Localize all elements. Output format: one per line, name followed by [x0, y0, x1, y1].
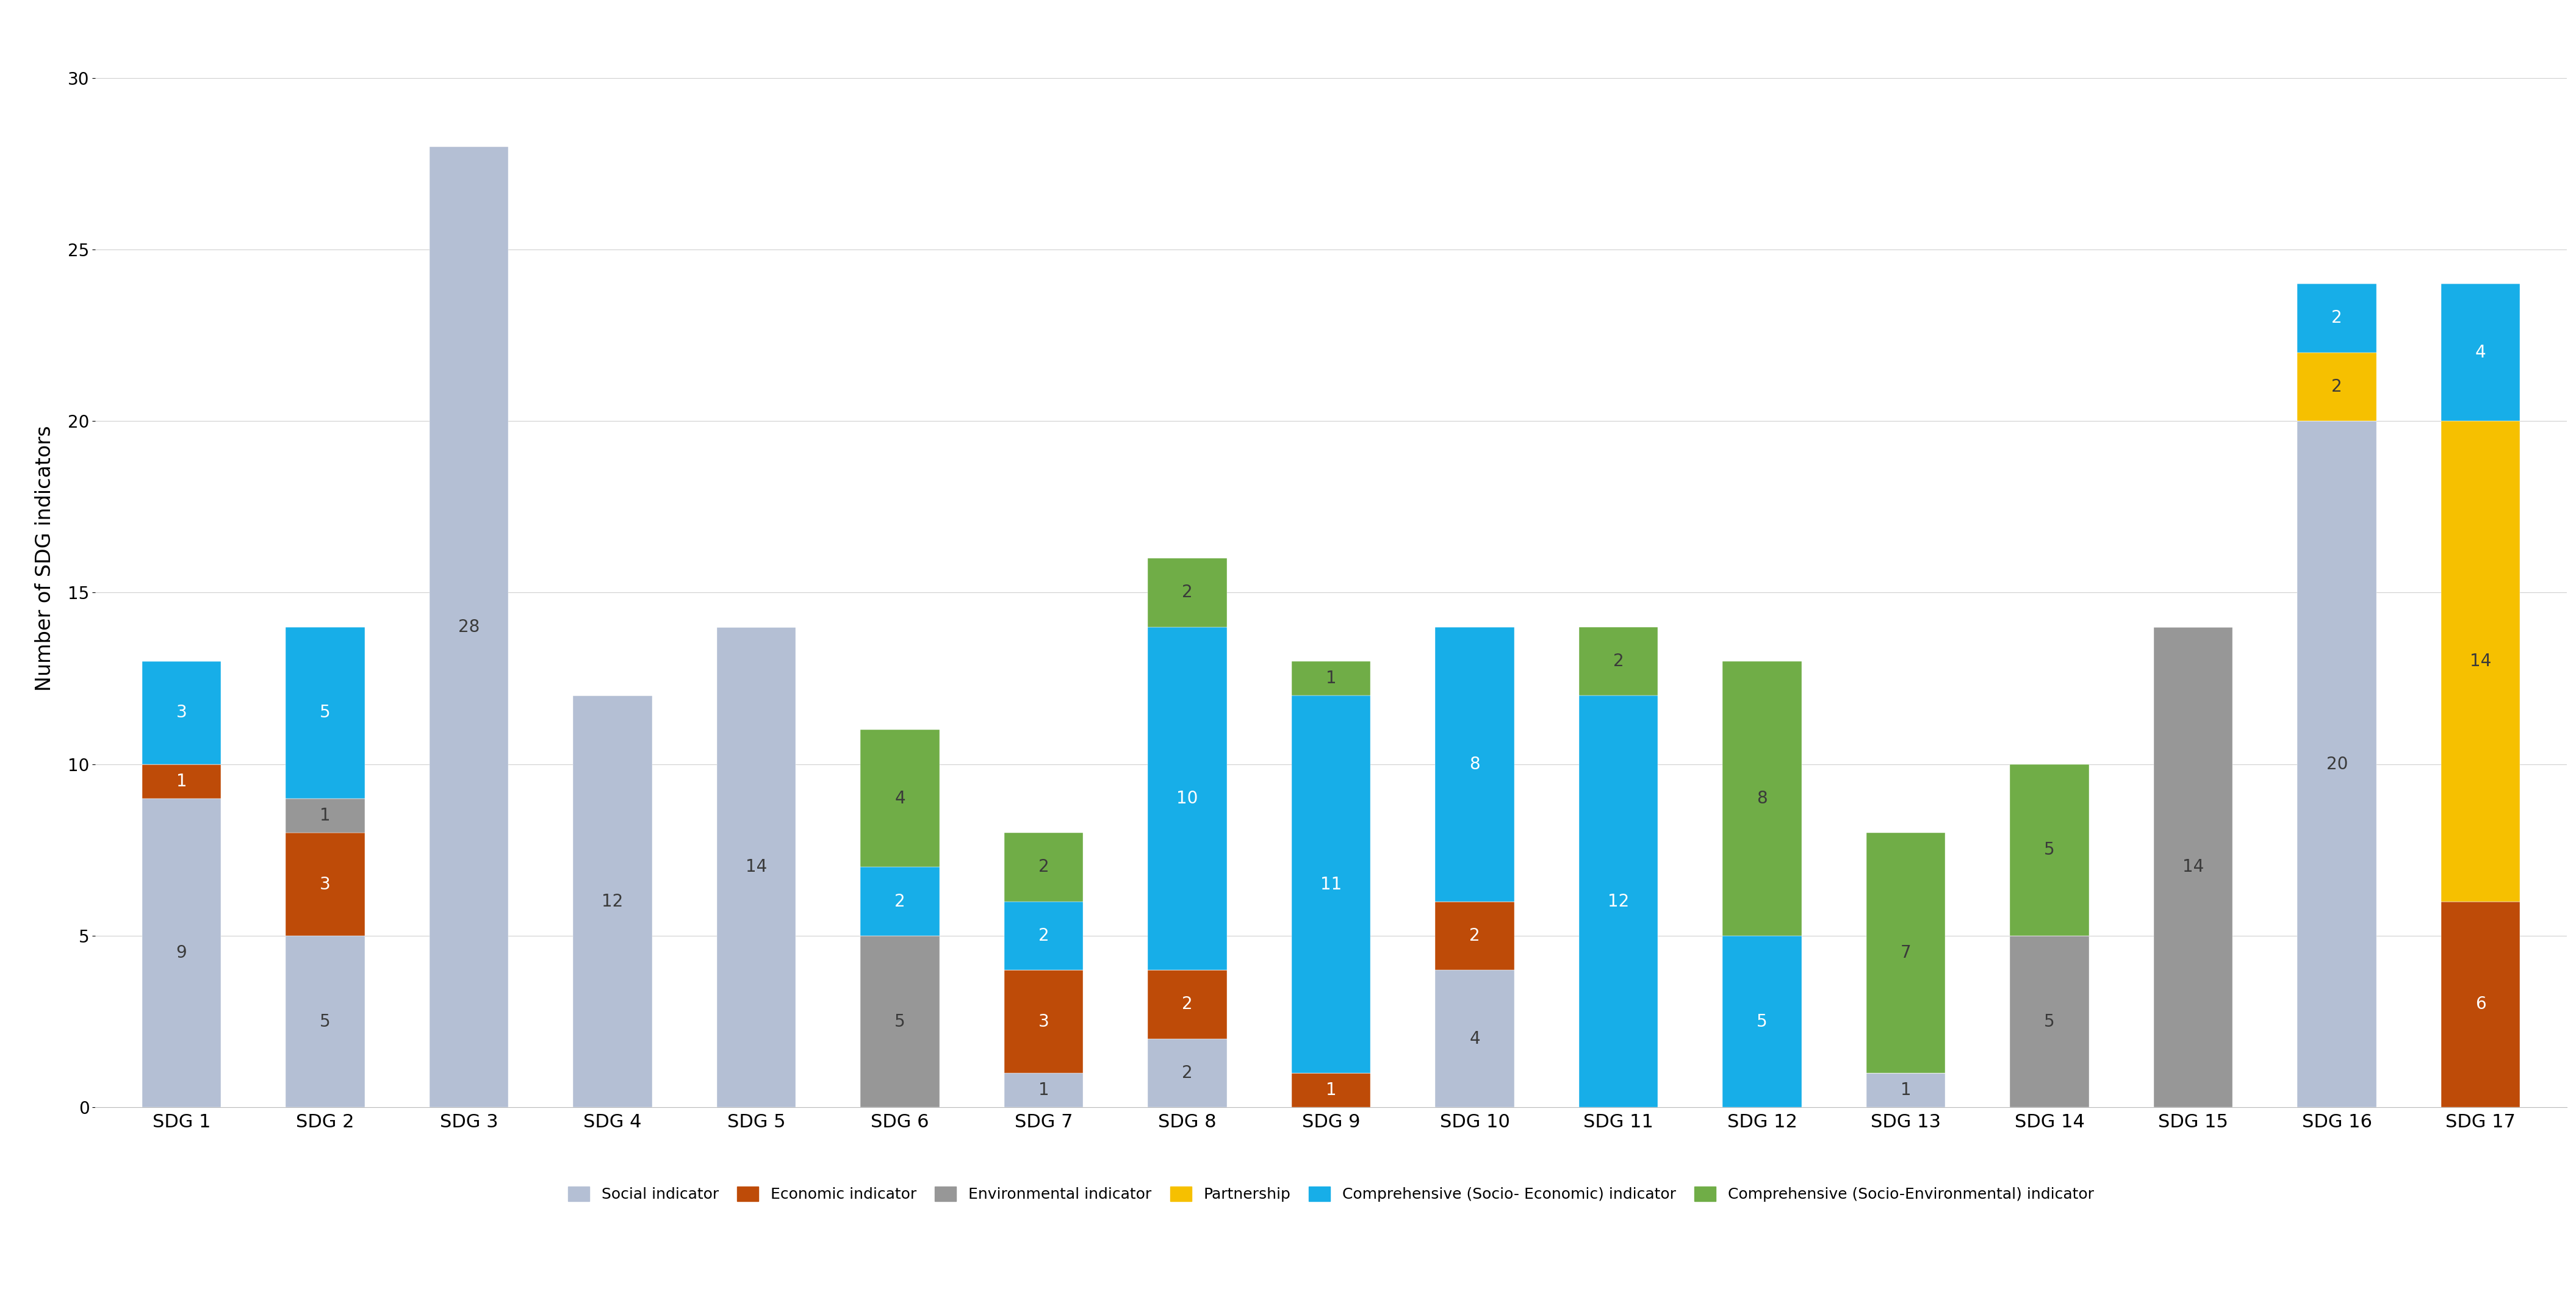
Bar [1005, 1072, 1084, 1108]
Bar [2442, 421, 2519, 901]
Bar [1005, 833, 1084, 901]
Text: 1: 1 [1901, 1082, 1911, 1098]
Bar [1291, 696, 1370, 1072]
Text: 7: 7 [1901, 944, 1911, 962]
Bar [2442, 283, 2519, 421]
Bar [1723, 936, 1801, 1108]
Bar [1868, 833, 1945, 1072]
Bar [860, 729, 940, 867]
Bar [1868, 1072, 1945, 1108]
Text: 14: 14 [2470, 653, 2491, 670]
Text: 5: 5 [319, 1013, 330, 1030]
Text: 1: 1 [175, 772, 188, 790]
Legend: Social indicator, Economic indicator, Environmental indicator, Partnership, Comp: Social indicator, Economic indicator, En… [562, 1179, 2102, 1209]
Text: 4: 4 [2476, 343, 2486, 361]
Bar [1005, 901, 1084, 970]
Text: 2: 2 [1182, 996, 1193, 1013]
Bar [142, 764, 222, 798]
Bar [1291, 1072, 1370, 1108]
Text: 6: 6 [2476, 996, 2486, 1013]
Bar [1149, 627, 1226, 970]
Bar [286, 798, 366, 833]
Text: 3: 3 [1038, 1013, 1048, 1030]
Bar [2154, 627, 2233, 1108]
Text: 14: 14 [2182, 858, 2205, 876]
Text: 2: 2 [1182, 584, 1193, 601]
Text: 20: 20 [2326, 755, 2347, 772]
Bar [1149, 1039, 1226, 1108]
Bar [1435, 627, 1515, 901]
Text: 5: 5 [894, 1013, 904, 1030]
Bar [2442, 901, 2519, 1108]
Bar [286, 833, 366, 936]
Bar [430, 147, 507, 1108]
Bar [1005, 970, 1084, 1072]
Text: 10: 10 [1177, 790, 1198, 807]
Text: 11: 11 [1321, 876, 1342, 893]
Bar [716, 627, 796, 1108]
Text: 2: 2 [1182, 1065, 1193, 1082]
Bar [1723, 662, 1801, 936]
Text: 12: 12 [603, 893, 623, 910]
Bar [286, 627, 366, 798]
Text: 4: 4 [1468, 1030, 1481, 1048]
Bar [2298, 421, 2378, 1108]
Bar [142, 798, 222, 1108]
Text: 5: 5 [2045, 1013, 2056, 1030]
Bar [142, 662, 222, 764]
Text: 9: 9 [175, 944, 188, 962]
Text: 5: 5 [1757, 1013, 1767, 1030]
Text: 12: 12 [1607, 893, 1628, 910]
Text: 2: 2 [2331, 378, 2342, 395]
Text: 14: 14 [744, 858, 768, 876]
Text: 2: 2 [1468, 927, 1481, 944]
Bar [1435, 901, 1515, 970]
Text: 3: 3 [319, 876, 330, 893]
Text: 2: 2 [2331, 309, 2342, 326]
Bar [1149, 970, 1226, 1039]
Bar [1579, 696, 1659, 1108]
Text: 1: 1 [319, 807, 330, 824]
Text: 4: 4 [894, 790, 904, 807]
Bar [2009, 764, 2089, 936]
Text: 28: 28 [459, 619, 479, 636]
Bar [1435, 970, 1515, 1108]
Text: 2: 2 [894, 893, 904, 910]
Text: 1: 1 [1327, 670, 1337, 686]
Bar [286, 936, 366, 1108]
Text: 2: 2 [1038, 858, 1048, 876]
Text: 5: 5 [319, 705, 330, 722]
Bar [2009, 936, 2089, 1108]
Bar [860, 936, 940, 1108]
Text: 8: 8 [1468, 755, 1481, 772]
Text: 5: 5 [2045, 841, 2056, 858]
Text: 8: 8 [1757, 790, 1767, 807]
Text: 1: 1 [1327, 1082, 1337, 1098]
Bar [1149, 558, 1226, 627]
Text: 2: 2 [1038, 927, 1048, 944]
Bar [572, 696, 652, 1108]
Text: 3: 3 [175, 705, 188, 722]
Bar [2298, 283, 2378, 352]
Bar [1579, 627, 1659, 696]
Bar [1291, 662, 1370, 696]
Text: 2: 2 [1613, 653, 1623, 670]
Y-axis label: Number of SDG indicators: Number of SDG indicators [36, 425, 54, 692]
Text: 1: 1 [1038, 1082, 1048, 1098]
Bar [860, 867, 940, 936]
Bar [2298, 352, 2378, 421]
